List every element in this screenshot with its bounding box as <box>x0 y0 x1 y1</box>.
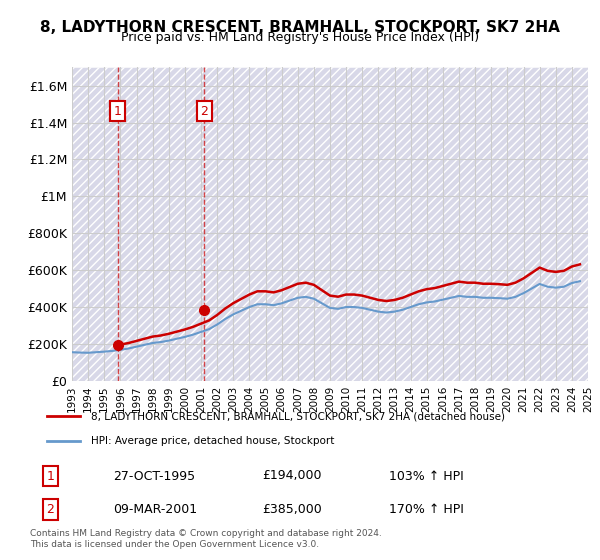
Text: £385,000: £385,000 <box>262 503 322 516</box>
Text: 1: 1 <box>113 105 122 118</box>
Text: 8, LADYTHORN CRESCENT, BRAMHALL, STOCKPORT, SK7 2HA (detached house): 8, LADYTHORN CRESCENT, BRAMHALL, STOCKPO… <box>91 411 505 421</box>
Text: Contains HM Land Registry data © Crown copyright and database right 2024.
This d: Contains HM Land Registry data © Crown c… <box>30 529 382 549</box>
Text: 2: 2 <box>200 105 208 118</box>
Text: 09-MAR-2001: 09-MAR-2001 <box>113 503 197 516</box>
Text: Price paid vs. HM Land Registry's House Price Index (HPI): Price paid vs. HM Land Registry's House … <box>121 31 479 44</box>
Text: 1: 1 <box>113 105 122 118</box>
Text: 103% ↑ HPI: 103% ↑ HPI <box>389 469 464 483</box>
Text: HPI: Average price, detached house, Stockport: HPI: Average price, detached house, Stoc… <box>91 436 334 446</box>
Text: 170% ↑ HPI: 170% ↑ HPI <box>389 503 464 516</box>
Text: 2: 2 <box>200 105 208 118</box>
Text: 1: 1 <box>47 469 55 483</box>
Text: 27-OCT-1995: 27-OCT-1995 <box>113 469 195 483</box>
Text: £194,000: £194,000 <box>262 469 322 483</box>
Text: 8, LADYTHORN CRESCENT, BRAMHALL, STOCKPORT, SK7 2HA: 8, LADYTHORN CRESCENT, BRAMHALL, STOCKPO… <box>40 20 560 35</box>
Text: 2: 2 <box>47 503 55 516</box>
